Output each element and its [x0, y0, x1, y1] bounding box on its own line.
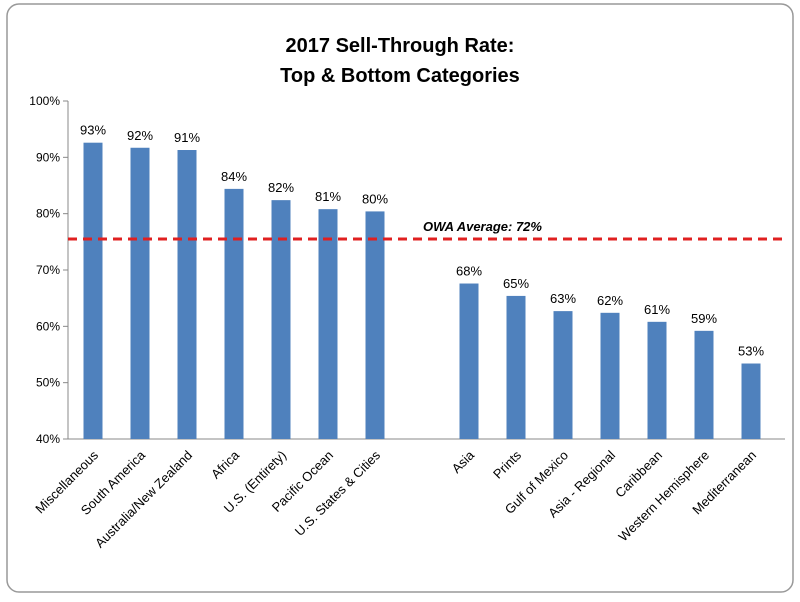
- bar: [694, 330, 714, 439]
- bar: [365, 211, 385, 439]
- value-label: 92%: [127, 128, 153, 143]
- y-tick-label: 80%: [36, 207, 60, 221]
- bar: [271, 200, 291, 439]
- value-label: 68%: [456, 264, 482, 279]
- value-label: 84%: [221, 169, 247, 184]
- value-label: 81%: [315, 189, 341, 204]
- bar: [177, 150, 197, 439]
- y-tick-label: 100%: [29, 94, 60, 108]
- y-tick-label: 50%: [36, 376, 60, 390]
- bar: [647, 321, 667, 439]
- value-label: 93%: [80, 123, 106, 138]
- value-label: 82%: [268, 180, 294, 195]
- chart-frame: [6, 3, 794, 593]
- annotation: OWA Average: 72%: [423, 219, 542, 234]
- value-label: 59%: [691, 311, 717, 326]
- bar: [553, 311, 573, 439]
- value-label: 63%: [550, 291, 576, 306]
- value-label: 80%: [362, 191, 388, 206]
- chart-title: Top & Bottom Categories: [280, 65, 520, 87]
- bar: [600, 312, 620, 439]
- value-label: 61%: [644, 302, 670, 317]
- bar: [83, 142, 103, 440]
- value-label: 62%: [597, 293, 623, 308]
- bar: [224, 188, 244, 439]
- value-label: 91%: [174, 130, 200, 145]
- bar: [130, 147, 150, 440]
- bar: [741, 363, 761, 439]
- value-label: 65%: [503, 276, 529, 291]
- y-tick-label: 90%: [36, 150, 60, 164]
- y-tick-label: 40%: [36, 432, 60, 446]
- y-tick-label: 60%: [36, 319, 60, 333]
- y-tick-label: 70%: [36, 263, 60, 277]
- chart-title: 2017 Sell-Through Rate:: [286, 35, 515, 57]
- bar: [318, 209, 338, 439]
- bar: [506, 295, 526, 439]
- bar: [459, 283, 479, 439]
- value-label: 53%: [738, 344, 764, 359]
